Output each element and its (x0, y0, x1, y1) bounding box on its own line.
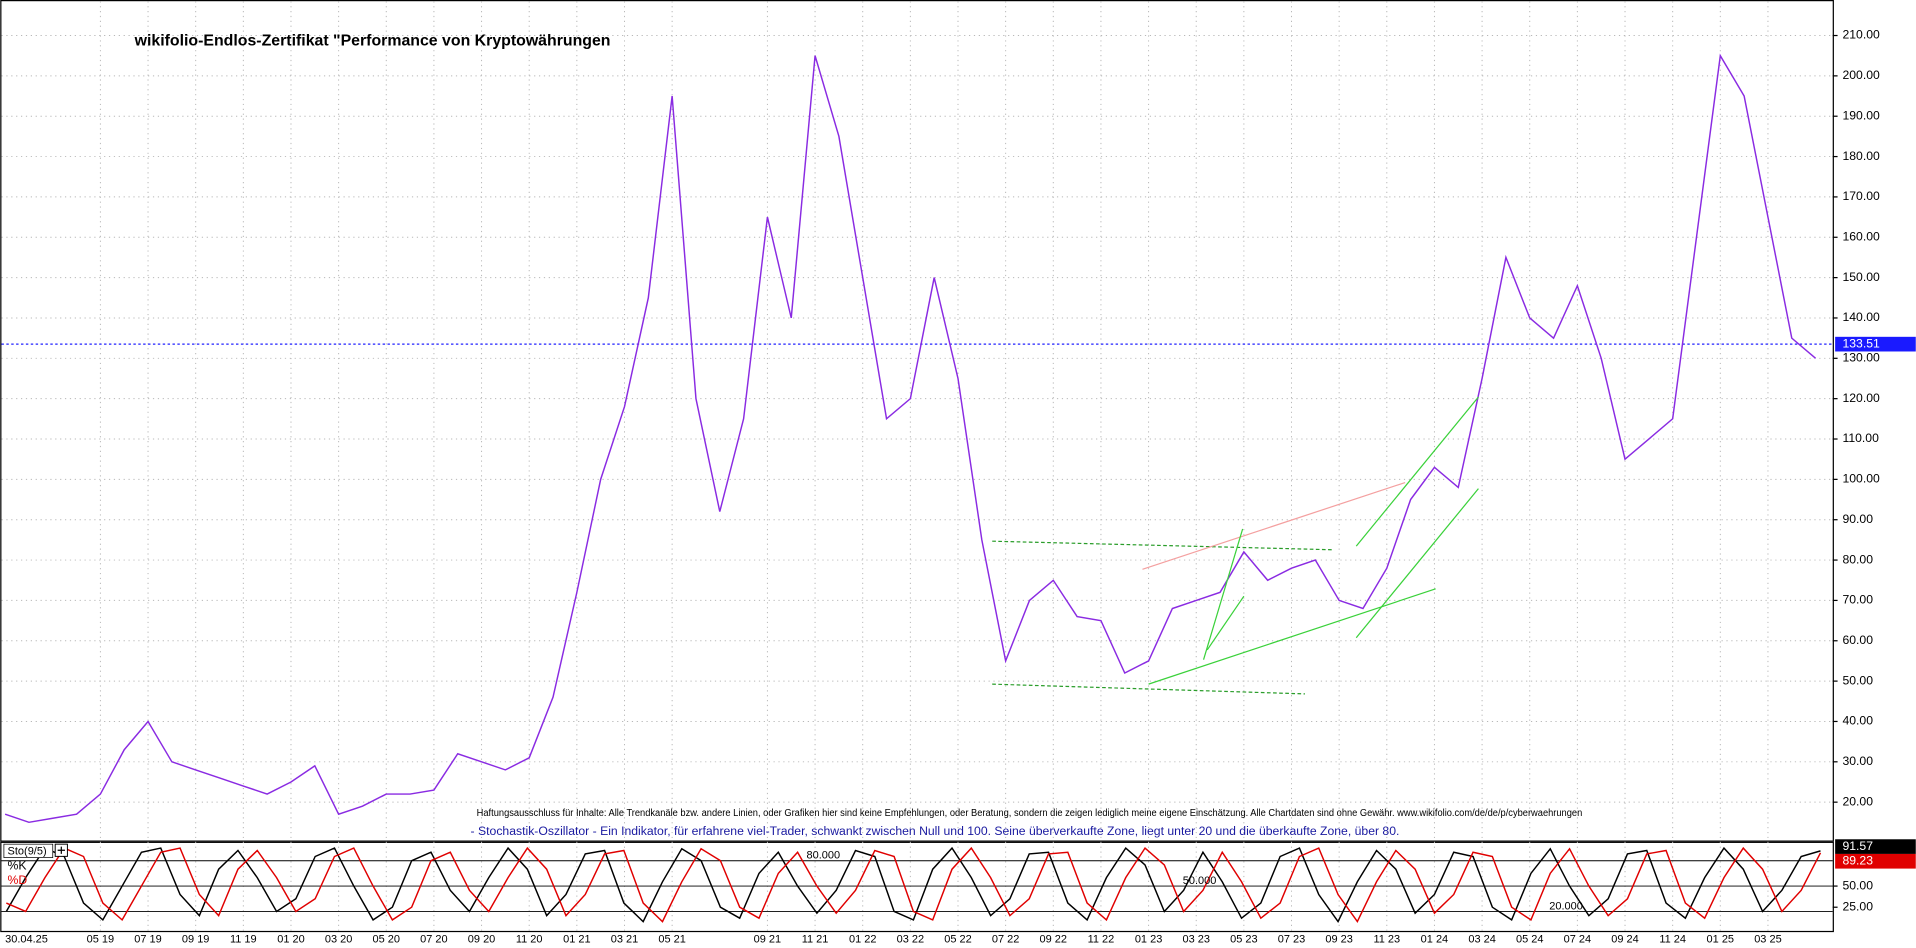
x-tick-label: 11 22 (1088, 933, 1115, 945)
trendline (1202, 528, 1244, 660)
x-tick-label: 01 20 (277, 933, 305, 945)
x-tick-label: 03 20 (325, 933, 353, 945)
x-tick-label: 01 25 (1707, 933, 1734, 945)
x-tick-label: 05 24 (1516, 933, 1544, 945)
y-tick-label: 80.00 (1842, 552, 1873, 566)
x-tick-label: 07 19 (134, 933, 162, 945)
last-osc-label: 91.57 (1842, 839, 1873, 853)
x-tick-label: 11 24 (1659, 933, 1686, 945)
level-label: 80.000 (807, 850, 841, 862)
y-tick-label: 30.00 (1842, 754, 1873, 768)
x-tick-label: 09 19 (182, 933, 210, 945)
x-tick-label: 09 20 (468, 933, 496, 945)
osc-line (5, 846, 1821, 924)
x-tick-label: 05 22 (944, 933, 972, 945)
x-tick-label: 11 23 (1373, 933, 1400, 945)
x-tick-label: 01 22 (849, 933, 877, 945)
date-label: 30.04.25 (5, 933, 48, 945)
y-tick-label: 50.00 (1842, 878, 1873, 892)
y-tick-label: 210.00 (1842, 28, 1880, 42)
y-tick-label: 190.00 (1842, 108, 1880, 122)
y-tick-label: 120.00 (1842, 391, 1880, 405)
level-label: 50.000 (1183, 875, 1217, 887)
y-tick-label: 140.00 (1842, 310, 1880, 324)
x-tick-label: 03 22 (897, 933, 925, 945)
last-value-box (1835, 336, 1916, 352)
expand-icon (57, 846, 65, 854)
trendline (1206, 595, 1245, 651)
y-tick-label: 200.00 (1842, 68, 1880, 82)
y-tick-label: 160.00 (1842, 229, 1880, 243)
y-tick-label: 150.00 (1842, 270, 1880, 284)
x-tick-label: 05 20 (373, 933, 401, 945)
y-tick-label: 60.00 (1842, 633, 1873, 647)
x-tick-label: 11 21 (802, 933, 829, 945)
x-tick-label: 01 24 (1421, 933, 1448, 945)
last-value-label: 133.51 (1842, 336, 1880, 350)
disclaimer: Haftungsausschluss für Inhalte: Alle Tre… (477, 808, 1583, 819)
x-tick-label: 11 20 (516, 933, 543, 945)
x-tick-label: 07 24 (1564, 933, 1591, 945)
y-tick-label: 100.00 (1842, 472, 1880, 486)
y-tick-label: 90.00 (1842, 512, 1873, 526)
x-tick-label: 09 23 (1325, 933, 1353, 945)
osc-line (6, 846, 1822, 924)
main-frame (0, 0, 1834, 842)
y-tick-label: 110.00 (1842, 431, 1879, 445)
x-tick-label: 07 22 (992, 933, 1020, 945)
x-tick-label: 01 21 (563, 933, 591, 945)
x-tick-label: 03 25 (1754, 933, 1781, 945)
last-osc-label: 89.23 (1842, 853, 1873, 867)
y-tick-label: 170.00 (1842, 189, 1880, 203)
x-tick-label: 07 20 (420, 933, 448, 945)
y-tick-label: 20.00 (1842, 794, 1873, 808)
x-tick-label: 07 23 (1278, 933, 1305, 945)
legend-entry: %D (8, 873, 28, 887)
y-tick-label: 70.00 (1842, 593, 1873, 607)
legend-entry: %K (8, 858, 27, 872)
trendline (1148, 588, 1436, 685)
trendline (1355, 488, 1479, 639)
trendline (992, 683, 1305, 695)
price-line (4, 53, 1817, 824)
trendline (992, 540, 1332, 551)
y-tick-label: 50.00 (1842, 673, 1873, 687)
x-tick-label: 09 24 (1611, 933, 1638, 945)
osc-title: Sto(9/5) (8, 845, 47, 857)
x-tick-label: 01 23 (1135, 933, 1163, 945)
level-label: 20.000 (1549, 900, 1583, 912)
trendline (1142, 481, 1406, 570)
y-tick-label: 130.00 (1842, 351, 1880, 365)
x-tick-label: 09 21 (754, 933, 782, 945)
last-osc-box (1835, 853, 1916, 869)
osc-title-box (3, 843, 54, 858)
osc-frame (0, 841, 1834, 933)
x-tick-label: 09 22 (1040, 933, 1068, 945)
y-tick-label: 40.00 (1842, 714, 1873, 728)
y-tick-label: 25.00 (1842, 899, 1873, 913)
x-tick-label: 11 19 (230, 933, 257, 945)
trendline (1355, 396, 1479, 547)
x-tick-label: 03 23 (1182, 933, 1210, 945)
x-tick-label: 05 21 (658, 933, 686, 945)
chart-title: wikifolio-Endlos-Zertifikat "Performance… (134, 33, 611, 50)
x-tick-label: 05 19 (87, 933, 115, 945)
y-tick-label: 180.00 (1842, 149, 1880, 163)
last-osc-box (1835, 839, 1916, 854)
x-tick-label: 03 21 (611, 933, 639, 945)
indicator-note: - Stochastik-Oszillator - Ein Indikator,… (471, 824, 1400, 838)
x-tick-label: 03 24 (1468, 933, 1496, 945)
x-tick-label: 05 23 (1230, 933, 1258, 945)
trendlines (992, 396, 1479, 695)
